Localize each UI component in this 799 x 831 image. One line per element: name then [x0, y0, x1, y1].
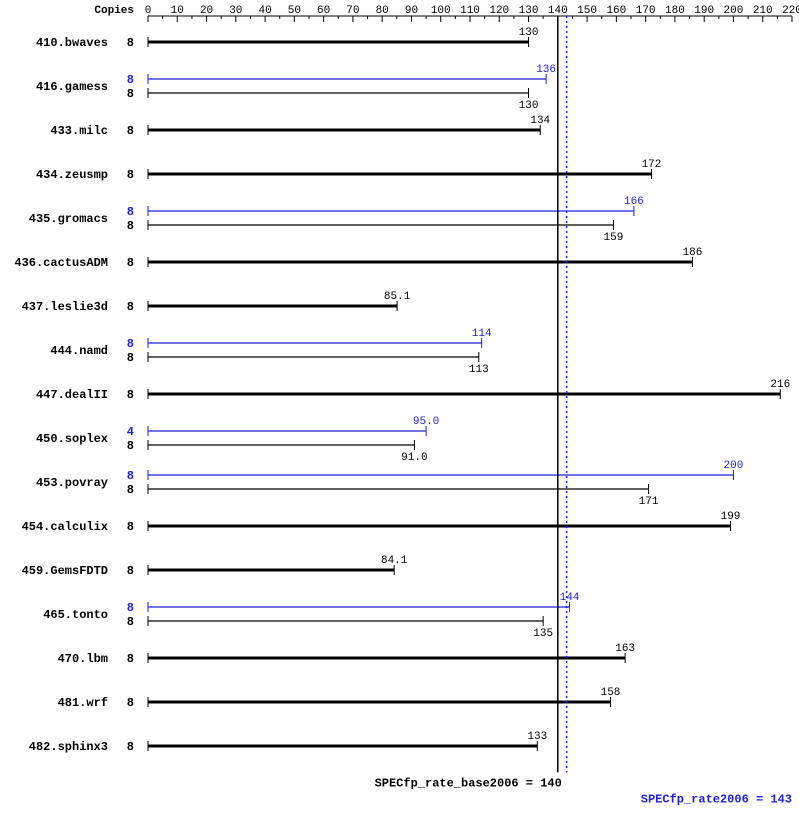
base-copies: 8	[127, 87, 134, 101]
base-copies: 8	[127, 300, 134, 314]
axis-tick-label: 190	[694, 5, 714, 17]
benchmark-name: 444.namd	[50, 344, 108, 358]
axis-tick-label: 80	[376, 5, 389, 17]
benchmark-name: 416.gamess	[36, 80, 108, 94]
peak-copies: 8	[127, 601, 134, 615]
benchmark-name: 437.leslie3d	[22, 300, 108, 314]
benchmark-name: 436.cactusADM	[14, 256, 108, 270]
axis-tick-label: 30	[229, 5, 242, 17]
benchmark-name: 447.dealII	[36, 388, 108, 402]
copies-header: Copies	[94, 5, 134, 17]
benchmark-name: 453.povray	[36, 476, 108, 490]
base-value-label: 113	[469, 364, 489, 376]
axis-tick-label: 50	[288, 5, 301, 17]
base-copies: 8	[127, 483, 134, 497]
peak-copies: 8	[127, 337, 134, 351]
axis-tick-label: 110	[460, 5, 480, 17]
base-copies: 8	[127, 388, 134, 402]
axis-tick-label: 210	[753, 5, 773, 17]
peak-value-label: 136	[536, 64, 556, 76]
base-value-label: 163	[615, 643, 635, 655]
base-value-label: 186	[683, 247, 703, 259]
peak-score-label: SPECfp_rate2006 = 143	[641, 792, 792, 806]
axis-tick-label: 170	[636, 5, 656, 17]
base-copies: 8	[127, 652, 134, 666]
benchmark-name: 465.tonto	[43, 608, 108, 622]
peak-value-label: 200	[724, 460, 744, 472]
benchmark-name: 450.soplex	[36, 432, 108, 446]
base-copies: 8	[127, 351, 134, 365]
base-value-label: 133	[527, 731, 547, 743]
base-value-label: 199	[721, 511, 741, 523]
base-copies: 8	[127, 520, 134, 534]
base-copies: 8	[127, 696, 134, 710]
base-copies: 8	[127, 439, 134, 453]
base-copies: 8	[127, 564, 134, 578]
axis-tick-label: 90	[405, 5, 418, 17]
base-value-label: 172	[642, 159, 662, 171]
axis-tick-label: 100	[431, 5, 451, 17]
benchmark-name: 459.GemsFDTD	[22, 564, 108, 578]
base-value-label: 84.1	[381, 555, 408, 567]
peak-copies: 8	[127, 469, 134, 483]
spec-chart: 0 10 20 30 40 50 60 70 80 90 100 110 120 130 140 150 160…	[0, 0, 799, 831]
benchmark-name: 482.sphinx3	[29, 740, 108, 754]
base-value-label: 134	[530, 115, 550, 127]
base-value-label: 158	[601, 687, 621, 699]
base-copies: 8	[127, 615, 134, 629]
axis-tick-label: 140	[548, 5, 568, 17]
base-value-label: 130	[519, 27, 539, 39]
axis-tick-label: 0	[145, 5, 152, 17]
base-value-label: 171	[639, 496, 659, 508]
benchmark-name: 434.zeusmp	[36, 168, 108, 182]
axis-tick-label: 20	[200, 5, 213, 17]
axis-tick-label: 180	[665, 5, 685, 17]
base-value-label: 135	[533, 628, 553, 640]
axis-tick-label: 70	[346, 5, 359, 17]
axis-tick-label: 160	[606, 5, 626, 17]
peak-copies: 4	[127, 425, 134, 439]
base-copies: 8	[127, 740, 134, 754]
base-value-label: 130	[519, 100, 539, 112]
benchmark-name: 433.milc	[50, 124, 108, 138]
base-copies: 8	[127, 219, 134, 233]
benchmark-name: 470.lbm	[58, 652, 108, 666]
peak-value-label: 144	[560, 592, 580, 604]
axis-tick-label: 200	[724, 5, 744, 17]
axis-tick-label: 220	[782, 5, 799, 17]
base-copies: 8	[127, 168, 134, 182]
axis-tick-label: 10	[171, 5, 184, 17]
base-value-label: 159	[604, 232, 624, 244]
base-copies: 8	[127, 124, 134, 138]
base-value-label: 91.0	[401, 452, 427, 464]
base-copies: 8	[127, 36, 134, 50]
peak-copies: 8	[127, 205, 134, 219]
base-value-label: 216	[770, 379, 790, 391]
axis-tick-label: 120	[489, 5, 509, 17]
axis-tick-label: 60	[317, 5, 330, 17]
peak-value-label: 114	[472, 328, 492, 340]
axis-tick-label: 130	[519, 5, 539, 17]
base-score-label: SPECfp_rate_base2006 = 140	[375, 776, 562, 790]
benchmark-name: 454.calculix	[22, 520, 108, 534]
axis-tick-label: 40	[258, 5, 271, 17]
peak-value-label: 95.0	[413, 416, 439, 428]
axis-tick-label: 150	[577, 5, 597, 17]
peak-value-label: 166	[624, 196, 644, 208]
benchmark-name: 410.bwaves	[36, 36, 108, 50]
benchmark-name: 435.gromacs	[29, 212, 108, 226]
base-copies: 8	[127, 256, 134, 270]
peak-copies: 8	[127, 73, 134, 87]
base-value-label: 85.1	[384, 291, 411, 303]
benchmark-name: 481.wrf	[58, 696, 108, 710]
